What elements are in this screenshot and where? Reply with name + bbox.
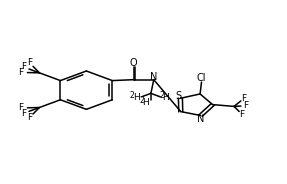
Text: 2: 2 [159, 91, 164, 100]
Text: F: F [19, 68, 24, 77]
Text: N: N [150, 72, 158, 82]
Text: N: N [197, 114, 204, 124]
Text: F: F [243, 101, 249, 110]
Text: H: H [133, 93, 140, 102]
Text: F: F [242, 94, 247, 103]
Text: H: H [142, 98, 149, 107]
Text: F: F [21, 109, 26, 118]
Text: F: F [21, 63, 26, 71]
Text: F: F [27, 58, 32, 67]
Text: H: H [162, 93, 169, 102]
Text: 2: 2 [130, 91, 135, 100]
Text: 2: 2 [139, 96, 144, 105]
Text: O: O [130, 58, 137, 68]
Text: S: S [175, 91, 181, 100]
Text: F: F [239, 110, 245, 119]
Text: F: F [27, 113, 32, 122]
Text: Cl: Cl [197, 73, 206, 83]
Text: F: F [19, 103, 24, 112]
